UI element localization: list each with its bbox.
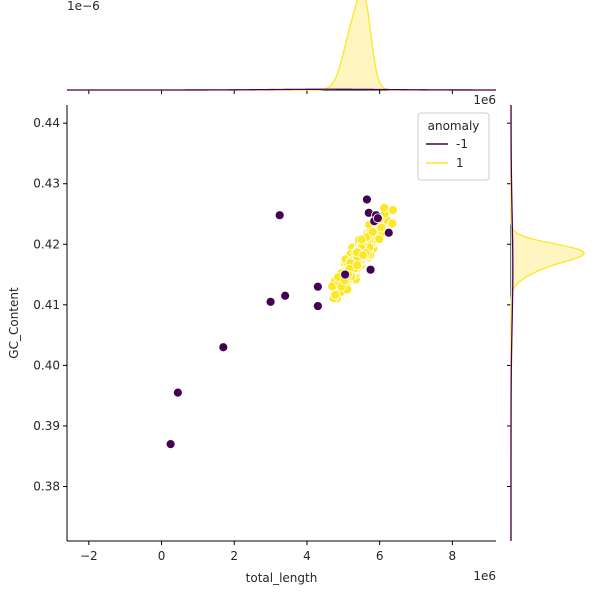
point-anomaly-neg1-10: [362, 194, 372, 205]
x-tick-label-2: 2: [230, 549, 238, 563]
legend-label-anomaly-1: 1: [456, 156, 464, 170]
legend-label-anomaly-neg1: -1: [456, 137, 468, 151]
point-anomaly-1: [358, 250, 369, 261]
top-marginal-offset-label: 1e−6: [67, 0, 100, 13]
right-kde-fill-1: [511, 105, 585, 541]
y-tick-label-2: 0.40: [33, 358, 60, 372]
right-marginal-kde: [507, 105, 585, 541]
point-anomaly-1: [379, 202, 390, 213]
top-kde-fill-1: [67, 0, 496, 90]
point-anomaly-neg1-6: [312, 281, 323, 292]
point-anomaly-neg1-0: [165, 439, 176, 450]
x-tick-label-4: 6: [376, 549, 384, 563]
legend: anomaly -1 1: [417, 112, 490, 181]
legend-title: anomaly: [428, 119, 480, 133]
point-anomaly-neg1-14: [340, 269, 351, 280]
point-anomaly-1: [356, 234, 367, 245]
y-axis-label: GC_Content: [7, 287, 21, 359]
point-anomaly-neg1-5: [280, 290, 291, 301]
point-anomaly-1: [374, 234, 385, 244]
point-anomaly-1: [367, 226, 378, 237]
point-anomaly-neg1-2: [218, 342, 229, 353]
right-kde-line-1: [510, 105, 585, 541]
y-tick-label-5: 0.43: [33, 177, 60, 191]
x-tick-label-3: 4: [303, 549, 311, 563]
y-tick-label-3: 0.41: [33, 298, 60, 312]
point-anomaly-neg1-9: [383, 227, 394, 238]
y-tick-label-1: 0.39: [33, 419, 60, 433]
x-axis-label: total_length: [246, 571, 318, 585]
top-kde-line-1: [67, 0, 496, 91]
x-tick-label-1: 0: [158, 549, 166, 563]
right-kde-line--1: [510, 105, 514, 541]
point-anomaly-1: [388, 205, 398, 215]
x-tick-label-0: −2: [80, 549, 98, 563]
y-tick-label-0: 0.38: [33, 480, 60, 494]
point-anomaly-1: [330, 290, 341, 300]
point-anomaly-neg1-3: [265, 296, 276, 307]
right-marginal-offset-label: 1e6: [473, 93, 496, 107]
y-tick-label-4: 0.42: [33, 237, 60, 251]
point-anomaly-1: [387, 218, 398, 229]
top-marginal-kde: [67, 0, 496, 94]
point-anomaly-neg1-8: [365, 264, 376, 275]
x-offset-label: 1e6: [473, 569, 496, 583]
point-anomaly-neg1-4: [274, 210, 285, 221]
main-scatter-plot: −2 0 2 4 6 8 0.38 0.39 0.40 0.41 0.42 0.43 0.44: [33, 105, 496, 563]
point-anomaly-neg1-7: [312, 301, 323, 311]
point-anomaly-neg1-15: [372, 213, 383, 224]
point-anomaly-neg1-1: [172, 387, 183, 398]
top-kde-line--1: [67, 88, 496, 91]
y-tick-label-6: 0.44: [33, 116, 60, 130]
x-tick-label-5: 8: [449, 549, 457, 563]
